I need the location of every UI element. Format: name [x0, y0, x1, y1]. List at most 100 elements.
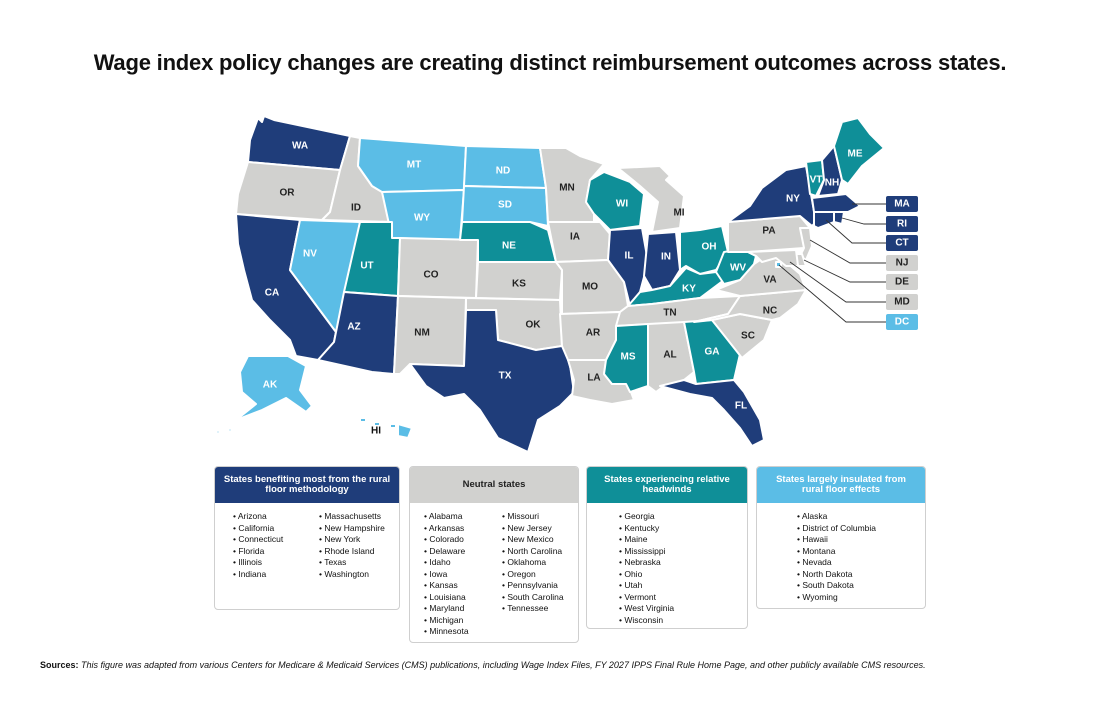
legend-item: Hawaii [797, 534, 876, 546]
label-NH: NH [825, 178, 839, 189]
label-IL: IL [625, 251, 634, 262]
label-AR: AR [586, 328, 601, 339]
legend-item: Vermont [619, 592, 674, 604]
legend-headwind: States experiencing relative headwinds G… [586, 466, 748, 629]
legend-item: Pennsylvania [502, 580, 564, 592]
legend-benefit-heading: States benefiting most from the rural fl… [215, 467, 399, 503]
callout-label-MA: MA [894, 199, 910, 210]
state-ME [833, 117, 885, 185]
legend-item: Connecticut [233, 534, 319, 546]
legend-item: North Dakota [797, 569, 876, 581]
state-HI [215, 417, 413, 439]
label-NV: NV [303, 249, 317, 260]
label-MS: MS [621, 352, 636, 363]
callout-box-MD [886, 294, 918, 310]
legend-item: Illinois [233, 557, 319, 569]
legend-item: Montana [797, 546, 876, 558]
legend-neutral-col2: MissouriNew JerseyNew MexicoNorth Caroli… [502, 511, 564, 638]
state-MI [617, 165, 685, 233]
state-CT [813, 211, 835, 229]
legend-benefit-col1: ArizonaCaliforniaConnecticutFloridaIllin… [233, 511, 319, 580]
legend-item: South Dakota [797, 580, 876, 592]
state-AK [235, 355, 313, 421]
label-HI: HI [371, 426, 381, 437]
label-MO: MO [582, 282, 598, 293]
legend-item: Alaska [797, 511, 876, 523]
legend-item: Oklahoma [502, 557, 564, 569]
state-CO [397, 237, 479, 299]
label-VA: VA [763, 275, 776, 286]
label-NY: NY [786, 194, 800, 205]
leader-DC [778, 264, 886, 323]
callout-label-MD: MD [894, 297, 910, 308]
state-TX [409, 309, 575, 453]
label-GA: GA [705, 347, 720, 358]
callout-box-NJ [886, 255, 918, 271]
legend-item: North Carolina [502, 546, 564, 558]
legend-item: New Mexico [502, 534, 564, 546]
label-SD: SD [498, 200, 512, 211]
chart-title: Wage index policy changes are creating d… [93, 50, 1007, 75]
label-WV: WV [730, 263, 746, 274]
callout-box-MA [886, 196, 918, 212]
state-NM [393, 295, 467, 375]
label-OR: OR [280, 188, 296, 199]
legend-headwind-col1: GeorgiaKentuckyMaineMississippiNebraskaO… [619, 511, 674, 626]
legend-item: Tennessee [502, 603, 564, 615]
leader-DE [803, 259, 886, 283]
legend-item: Mississippi [619, 546, 674, 558]
label-OH: OH [702, 242, 717, 253]
legend-item: Michigan [424, 615, 502, 627]
legend-item: West Virginia [619, 603, 674, 615]
label-TX: TX [499, 371, 512, 382]
leader-NJ [809, 239, 886, 264]
legend-item: Oregon [502, 569, 564, 581]
state-NY [727, 165, 817, 227]
label-NM: NM [414, 328, 430, 339]
source-label: Sources: [40, 660, 79, 670]
legend-item: Arkansas [424, 523, 502, 535]
legend-benefit: States benefiting most from the rural fl… [214, 466, 400, 610]
callout-label-DE: DE [895, 277, 909, 288]
legend-item: Utah [619, 580, 674, 592]
legend-insulated: States largely insulated from rural floo… [756, 466, 926, 609]
legend-item: New Hampshire [319, 523, 384, 535]
legend-headwind-heading: States experiencing relative headwinds [587, 467, 747, 503]
legend-neutral: Neutral states AlabamaArkansasColoradoDe… [409, 466, 579, 643]
legend-item: Louisiana [424, 592, 502, 604]
state-FL [659, 379, 765, 447]
legend-insulated-heading: States largely insulated from rural floo… [757, 467, 925, 503]
leader-RI [841, 217, 886, 225]
label-UT: UT [360, 261, 373, 272]
label-MN: MN [559, 183, 575, 194]
label-LA: LA [587, 373, 600, 384]
state-WI [585, 171, 645, 231]
legend-item: New York [319, 534, 385, 546]
label-FL: FL [735, 401, 747, 412]
callout-box-RI [886, 216, 918, 232]
label-ID: ID [351, 203, 361, 214]
legend-item: Idaho [424, 557, 502, 569]
legend-item: Florida [233, 546, 319, 558]
label-ME: ME [848, 149, 863, 160]
legend-item: Kansas [424, 580, 502, 592]
label-SC: SC [741, 331, 755, 342]
legend-item: Rhode Island [319, 546, 385, 558]
callout-label-RI: RI [897, 219, 907, 230]
legend-item: Wyoming [797, 592, 876, 604]
legend-item: Missouri [502, 511, 564, 523]
label-CA: CA [265, 288, 279, 299]
legend-neutral-col1: AlabamaArkansasColoradoDelawareIdahoIowa… [424, 511, 502, 638]
legend-item: Massachusetts [319, 511, 385, 523]
label-VT: VT [810, 175, 823, 186]
callout-label-CT: CT [895, 238, 908, 249]
leader-MD [789, 261, 886, 303]
legend-insulated-col1: AlaskaDistrict of ColumbiaHawaiiMontanaN… [797, 511, 876, 603]
legend-item: Georgia [619, 511, 674, 523]
source-text: This figure was adapted from various Cen… [81, 660, 926, 670]
source-note: Sources: This figure was adapted from va… [40, 660, 1070, 670]
label-KS: KS [512, 279, 526, 290]
callout-box-DE [886, 274, 918, 290]
legend-item: Arizona [233, 511, 319, 523]
label-AL: AL [663, 350, 676, 361]
